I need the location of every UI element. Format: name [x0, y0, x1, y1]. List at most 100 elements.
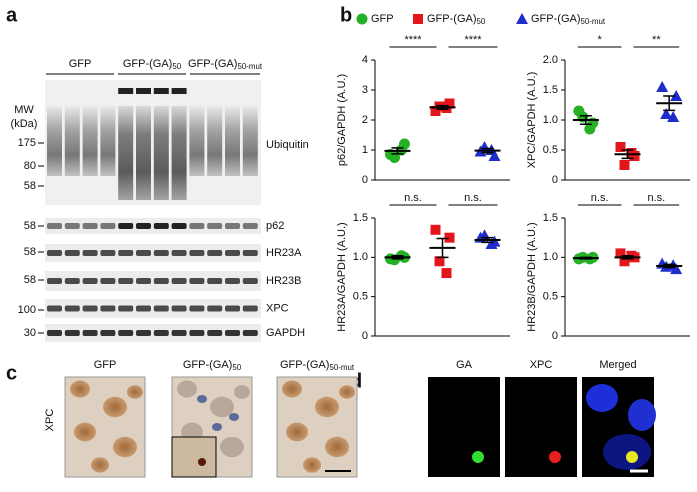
legend-marker: [413, 14, 423, 24]
blot-band: [207, 278, 223, 284]
blot-band: [225, 223, 240, 229]
blot-band: [136, 330, 151, 336]
blot-label: XPC: [266, 302, 289, 314]
blot-band: [242, 305, 258, 312]
nucleus: [325, 436, 349, 458]
lane-smear: [189, 106, 205, 176]
nucleus-blue: [229, 413, 239, 421]
blot-band: [82, 250, 98, 256]
blot-band: [171, 223, 187, 229]
nucleus-blue: [212, 423, 222, 431]
blot-band: [242, 223, 258, 229]
mw-label: 58: [24, 220, 36, 232]
significance-label: n.s.: [591, 192, 609, 204]
mw-label: 58: [24, 180, 36, 192]
lane-smear: [242, 106, 258, 176]
blot-band: [136, 250, 151, 256]
mw-label: 100: [18, 304, 36, 316]
panel-label: b: [340, 4, 352, 26]
lane-band: [171, 88, 187, 94]
mw-title: MW: [14, 104, 34, 116]
nucleus: [220, 436, 244, 458]
blot-band: [47, 278, 62, 284]
nucleus: [303, 457, 321, 473]
y-axis-label: p62/GAPDH (A.U.): [336, 74, 348, 166]
mw-label: 80: [24, 160, 36, 172]
point: [485, 237, 498, 249]
legend-label: GFP-(GA)50: [427, 13, 486, 26]
point: [619, 160, 630, 170]
nucleus: [91, 457, 109, 473]
image-title: Merged: [599, 359, 636, 371]
y-tick-label: 1.5: [353, 212, 368, 224]
row-label: XPC: [44, 409, 56, 432]
blot-band: [136, 278, 151, 284]
y-tick-label: 0: [362, 330, 368, 342]
histology-image: [64, 376, 146, 478]
blot: [45, 324, 261, 342]
blot-band: [136, 305, 151, 312]
point: [615, 142, 626, 152]
nucleus-blue: [603, 434, 651, 470]
blot-band: [171, 250, 187, 256]
error-bar: [579, 115, 592, 125]
blot-band: [118, 278, 134, 284]
blot-label: HR23A: [266, 247, 302, 259]
legend-marker: [356, 13, 368, 25]
blot-band: [47, 223, 62, 229]
lane-smear: [82, 106, 98, 176]
error-bar: [663, 95, 676, 112]
nucleus: [70, 380, 90, 398]
significance-label: n.s.: [647, 192, 665, 204]
nucleus-blue: [197, 395, 207, 403]
blot-label: GAPDH: [266, 327, 305, 339]
y-tick-label: 0.5: [353, 291, 368, 303]
blot-band: [100, 305, 116, 312]
y-tick-label: 1: [362, 144, 368, 156]
inclusion: [198, 458, 206, 466]
blot-band: [82, 330, 98, 336]
error-bar: [391, 147, 404, 155]
y-tick-label: 1.5: [543, 84, 558, 96]
blot-band: [47, 330, 62, 336]
y-tick-label: 0.5: [543, 144, 558, 156]
error-bar: [391, 255, 404, 260]
nucleus: [282, 380, 302, 398]
blot-label: p62: [266, 220, 284, 232]
point: [660, 108, 673, 119]
inclusion: [626, 451, 638, 463]
blot-band: [207, 305, 223, 312]
image-title: GFP-(GA)50-mut: [280, 359, 355, 372]
blot-band: [64, 330, 80, 336]
legend-label: GFP: [371, 13, 394, 25]
blot-band: [153, 305, 169, 312]
significance-label: n.s.: [464, 192, 482, 204]
point: [389, 152, 400, 163]
y-tick-label: 0: [362, 174, 368, 186]
blot-band: [82, 223, 98, 229]
y-tick-label: 0.5: [543, 291, 558, 303]
blot-band: [189, 223, 205, 229]
lane-band: [136, 88, 151, 94]
panel-label: a: [6, 4, 18, 26]
blot: [45, 299, 261, 318]
blot-band: [47, 250, 62, 256]
y-tick-label: 1.5: [543, 212, 558, 224]
mw-label: 175: [18, 137, 36, 149]
point: [434, 256, 445, 267]
significance-label: n.s.: [404, 192, 422, 204]
nucleus: [103, 396, 127, 418]
point: [430, 224, 441, 235]
blot-band: [207, 330, 223, 336]
nucleus: [315, 396, 339, 418]
lane-smear: [47, 106, 62, 176]
blot-band: [225, 278, 240, 284]
blot-band: [100, 330, 116, 336]
lane-band: [153, 88, 169, 94]
y-axis-label: XPC/GAPDH (A.U.): [526, 72, 538, 169]
blot-band: [118, 250, 134, 256]
mw-label: 58: [24, 246, 36, 258]
legend-marker: [516, 13, 528, 24]
significance-label: **: [652, 34, 661, 46]
y-tick-label: 4: [362, 54, 368, 66]
